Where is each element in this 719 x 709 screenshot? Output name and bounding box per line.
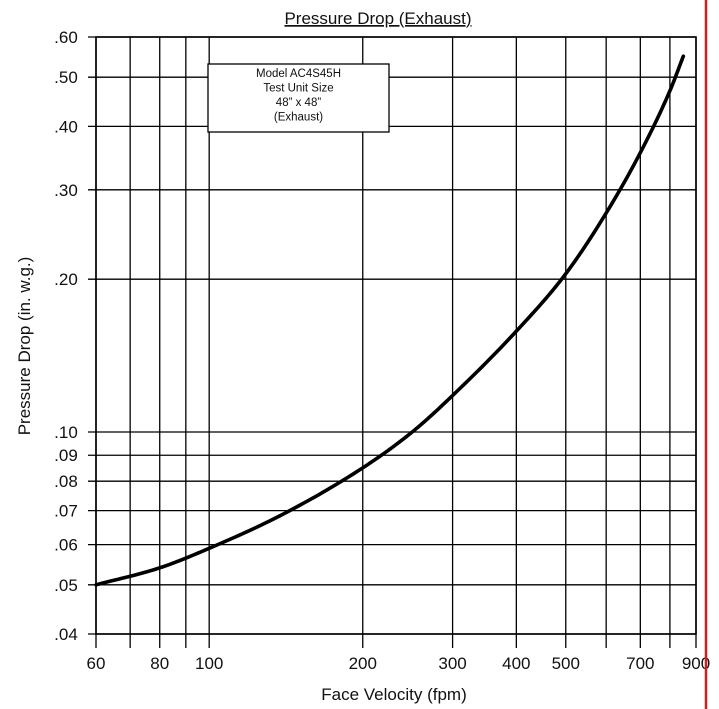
x-tick-label: 700 — [626, 654, 654, 673]
x-tick-label: 900 — [682, 654, 710, 673]
x-tick-label: 100 — [195, 654, 223, 673]
x-axis-title: Face Velocity (fpm) — [321, 685, 467, 704]
x-tick-label: 60 — [87, 654, 106, 673]
y-tick-label: .04 — [54, 625, 78, 644]
pressure-drop-curve — [94, 54, 686, 587]
x-tick-label: 200 — [349, 654, 377, 673]
y-axis-title: Pressure Drop (in. w.g.) — [15, 257, 34, 436]
plot-border — [95, 36, 697, 635]
y-tick-label: .30 — [54, 181, 78, 200]
y-tick-labels: .04 .05 .06 .07 .08 .09 .10 .20 .30 .40 .50 .60 — [54, 28, 78, 644]
y-tick-label: .08 — [54, 472, 78, 491]
annotation-line-3: 48” x 48” — [276, 97, 322, 109]
annotation-box: Model AC4S45H Test Unit Size 48” x 48” (… — [207, 63, 390, 133]
y-tick-label: .05 — [54, 576, 78, 595]
chart-title: Pressure Drop (Exhaust) — [284, 9, 471, 28]
annotation-border — [207, 63, 390, 133]
y-tick-label: .20 — [54, 270, 78, 289]
annotation-line-4: (Exhaust) — [274, 112, 323, 124]
x-tick-label: 400 — [502, 654, 530, 673]
plot-frame — [95, 36, 697, 635]
y-tick-label: .09 — [54, 446, 78, 465]
y-tick-label: .07 — [54, 502, 78, 521]
x-tick-labels: 60 80 100 200 300 400 500 700 900 — [87, 654, 711, 673]
y-tick-label: .40 — [54, 117, 78, 136]
x-tick-label: 500 — [552, 654, 580, 673]
series-group — [94, 54, 686, 587]
annotation-line-1: Model AC4S45H — [256, 68, 341, 80]
y-tick-label: .50 — [54, 68, 78, 87]
y-tick-label: .06 — [54, 536, 78, 555]
y-tick-label: .10 — [54, 423, 78, 442]
grid — [88, 36, 697, 648]
x-tick-label: 300 — [438, 654, 466, 673]
x-tick-label: 80 — [150, 654, 169, 673]
annotation-line-2: Test Unit Size — [263, 83, 333, 95]
y-tick-label: .60 — [54, 28, 78, 47]
